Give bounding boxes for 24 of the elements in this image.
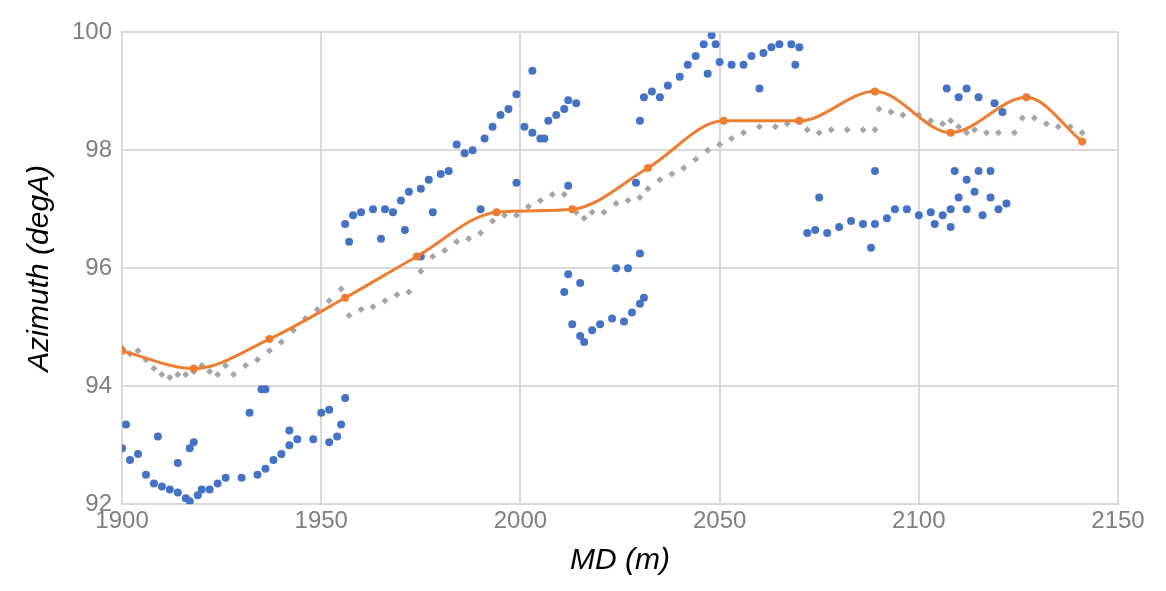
y-tick-label: 100 bbox=[72, 17, 113, 45]
point bbox=[492, 208, 501, 217]
y-tick-label: 94 bbox=[85, 370, 113, 398]
point bbox=[568, 205, 577, 214]
point bbox=[1078, 137, 1087, 146]
point bbox=[870, 87, 879, 96]
y-tick-label: 98 bbox=[85, 134, 113, 162]
point bbox=[341, 293, 350, 302]
point bbox=[946, 128, 955, 137]
x-axis-title: MD (m) bbox=[570, 542, 671, 576]
point bbox=[265, 335, 274, 344]
y-axis-title: Azimuth (degA) bbox=[21, 164, 55, 374]
x-tick-label: 2100 bbox=[892, 506, 946, 534]
point bbox=[795, 116, 804, 125]
point bbox=[189, 364, 198, 373]
x-tick-label: 1950 bbox=[294, 506, 348, 534]
point bbox=[643, 164, 652, 173]
x-tick-label: 2050 bbox=[692, 506, 747, 534]
x-tick-label: 2150 bbox=[1091, 506, 1145, 534]
x-tick-label: 2000 bbox=[493, 506, 548, 534]
point bbox=[719, 116, 728, 125]
y-tick-label: 96 bbox=[85, 252, 113, 280]
point bbox=[412, 252, 421, 261]
point bbox=[1022, 93, 1031, 102]
